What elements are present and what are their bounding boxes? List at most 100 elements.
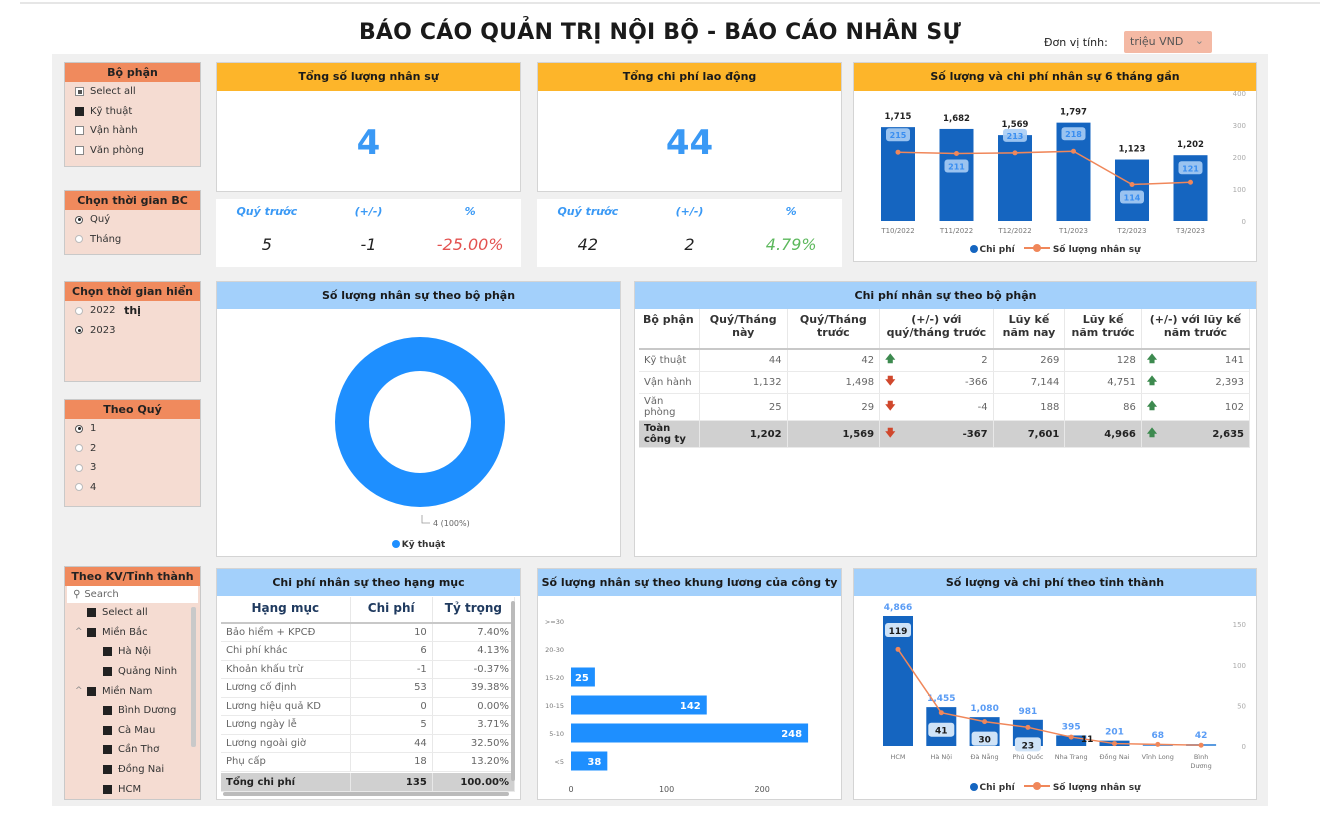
checkbox[interactable] [103, 647, 112, 657]
line-point [1129, 182, 1135, 188]
checkbox[interactable] [75, 106, 84, 116]
region-tree-item[interactable]: Bình Dương [65, 701, 200, 721]
radio-button[interactable] [75, 444, 83, 453]
headcount-line [897, 150, 1191, 186]
checkbox[interactable] [103, 784, 112, 794]
slicer-option[interactable]: 2022 [65, 301, 200, 321]
region-tree-item[interactable]: Hà Nội [65, 642, 200, 662]
region-tree-item[interactable]: Select all [65, 603, 200, 623]
cell-dir2: 🡅 [1141, 371, 1158, 394]
table-row: Khoản khấu trừ -1 -0.37% [221, 660, 515, 679]
horizontal-scrollbar[interactable] [223, 792, 509, 796]
checkbox[interactable] [75, 126, 84, 136]
collapse-caret-icon[interactable]: ^ [75, 627, 83, 638]
slicer-option[interactable]: 2023 [65, 321, 200, 341]
checkbox[interactable] [87, 627, 96, 637]
slicer-option[interactable]: Select all [65, 82, 200, 102]
chart-title: Số lượng và chi phí theo tỉnh thành [854, 569, 1256, 596]
option-label: Select all [102, 607, 148, 619]
region-tree-item[interactable]: Đồng Nai [65, 760, 200, 780]
checkbox[interactable] [103, 765, 112, 775]
line-point [895, 646, 901, 652]
y-axis-label: >=30 [545, 618, 564, 626]
cell: 6 [350, 641, 433, 661]
bar [883, 616, 913, 746]
region-tree-item[interactable]: Quảng Ninh [65, 662, 200, 682]
region-scrollbar[interactable] [191, 607, 196, 747]
checkbox[interactable] [87, 608, 96, 618]
kpi-value: 4 [356, 123, 381, 163]
column-header[interactable]: Bộ phận [639, 309, 700, 349]
kpi-comparison: Quý trước (+/-) % 42 2 4.79% [537, 197, 842, 267]
radio-button[interactable] [75, 215, 83, 224]
salary-band-chart: >=30 20-30 15-20 25 10-15 142 5-10 248 <5 38 0 100 2… [545, 618, 809, 794]
radio-button[interactable] [75, 326, 83, 335]
cell-dir1: 🡇 [879, 420, 896, 448]
column-header[interactable]: (+/-) với quý/tháng trước [879, 309, 994, 349]
page-title: BÁO CÁO QUẢN TRỊ NỘI BỘ - BÁO CÁO NHÂN S… [358, 20, 962, 45]
line-label: 23 [1022, 741, 1035, 751]
slicer-title: Chọn thời gian hiển thị [65, 282, 200, 317]
column-header[interactable]: Chi phí [350, 597, 433, 623]
radio-button[interactable] [75, 463, 83, 472]
checkbox[interactable] [103, 745, 112, 755]
checkbox[interactable] [103, 725, 112, 735]
region-search-input[interactable]: ⚲ Search [67, 586, 198, 603]
radio-button[interactable] [75, 306, 83, 315]
column-header[interactable]: Tỷ trọng [432, 597, 515, 623]
prev-period-value: 5 [261, 235, 272, 254]
checkbox[interactable] [103, 667, 112, 677]
slicer-option[interactable]: Quý [65, 210, 200, 230]
cell: -0.37% [432, 660, 515, 679]
slicer-option[interactable]: 3 [65, 458, 200, 478]
arrow-up-icon: 🡅 [1146, 427, 1158, 439]
column-header[interactable]: Lũy kế năm trước [1064, 309, 1142, 349]
column-header[interactable]: Hạng mục [221, 597, 351, 623]
region-tree-item[interactable]: ^ Miền Nam [65, 681, 200, 701]
legend-dept-marker [391, 540, 400, 548]
region-tree-item[interactable]: Cà Mau [65, 721, 200, 741]
checkbox[interactable] [87, 686, 96, 696]
line-label: 213 [1007, 132, 1024, 141]
column-header[interactable]: Lũy kế năm nay [993, 309, 1066, 349]
vertical-scrollbar[interactable] [511, 601, 515, 781]
cell-ytd: 188 [993, 393, 1066, 421]
cell-diff1: -4 [895, 393, 994, 421]
collapse-caret-icon[interactable]: ^ [75, 686, 83, 697]
radio-button[interactable] [75, 235, 83, 244]
slicer-option[interactable]: 2 [65, 439, 200, 459]
column-header[interactable]: Quý/Tháng trước [787, 309, 881, 349]
slicer-option[interactable]: Vận hành [65, 121, 200, 141]
option-label: Kỹ thuật [90, 105, 133, 117]
line-label: 215 [890, 131, 907, 140]
unit-dropdown[interactable]: triệu VND ⌄ [1124, 31, 1212, 53]
cell-dept: Toàn công ty [639, 420, 700, 448]
checkbox[interactable] [75, 145, 84, 155]
column-header[interactable]: (+/-) với lũy kế năm trước [1141, 309, 1251, 349]
slicer-option[interactable]: 4 [65, 478, 200, 498]
cell-dept: Kỹ thuật [639, 349, 700, 372]
y-axis-tick: 150 [1233, 621, 1246, 629]
y-axis-label: 15-20 [545, 674, 564, 682]
slicer-option[interactable]: 1 [65, 419, 200, 439]
slicer-option[interactable]: Văn phòng [65, 141, 200, 161]
slicer-option[interactable]: Tháng [65, 230, 200, 250]
option-label: Vận hành [90, 125, 138, 137]
region-tree-item[interactable]: HCM [65, 779, 200, 799]
pct-value: 4.79% [765, 235, 817, 254]
arrow-down-icon: 🡇 [885, 427, 896, 439]
bar-label: 25 [575, 673, 589, 684]
region-tree-item[interactable]: ^ Miền Bắc [65, 623, 200, 643]
radio-button[interactable] [75, 424, 83, 433]
region-tree-item[interactable]: Cần Thơ [65, 740, 200, 760]
slicer-option[interactable]: Kỹ thuật [65, 102, 200, 122]
checkbox[interactable] [103, 706, 112, 716]
cell-dept: Văn phòng [639, 393, 700, 421]
radio-button[interactable] [75, 483, 83, 492]
chevron-down-icon: ⌄ [1194, 34, 1204, 47]
checkbox[interactable] [75, 87, 84, 97]
column-header[interactable]: Quý/Tháng này [699, 309, 788, 349]
leader-line [421, 515, 430, 524]
option-label: Tháng [90, 233, 122, 245]
cell-ytd_prev: 4,966 [1064, 420, 1142, 448]
